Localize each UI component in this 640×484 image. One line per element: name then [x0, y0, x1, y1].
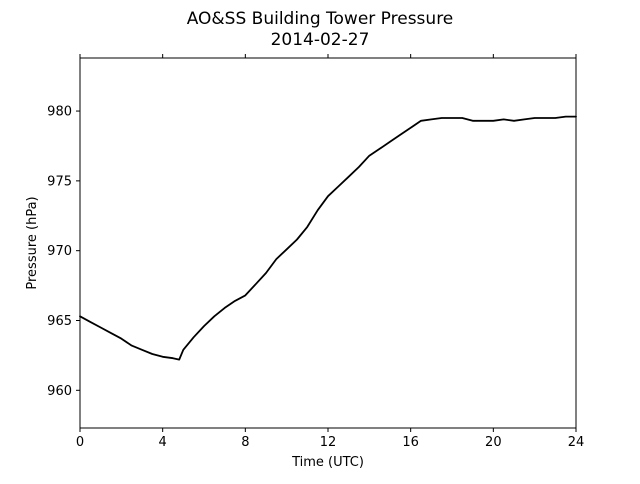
y-tick-label: 965 [47, 314, 72, 329]
x-axis-label: Time (UTC) [291, 455, 364, 470]
plot-frame [79, 57, 577, 429]
x-tick-label: 8 [241, 435, 249, 450]
x-tick-label: 4 [159, 435, 167, 450]
chart-title: AO&SS Building Tower Pressure [187, 9, 454, 29]
y-axis-label: Pressure (hPa) [25, 196, 40, 289]
y-tick-label: 970 [47, 244, 72, 259]
x-tick-label: 0 [76, 435, 84, 450]
y-tick-label: 960 [47, 384, 72, 399]
series-line-0 [79, 115, 577, 361]
y-tick-label: 975 [47, 174, 72, 189]
x-tick-label: 24 [568, 435, 585, 450]
x-tick-label: 12 [320, 435, 337, 450]
chart-subtitle: 2014-02-27 [271, 30, 370, 50]
series-layer [79, 115, 577, 361]
x-tick-label: 20 [485, 435, 502, 450]
x-tick-label: 16 [402, 435, 419, 450]
y-tick-label: 980 [47, 105, 72, 120]
ticks-layer: 0 4 8 12 16 20 24 960 965 970 975 980 [47, 54, 584, 450]
